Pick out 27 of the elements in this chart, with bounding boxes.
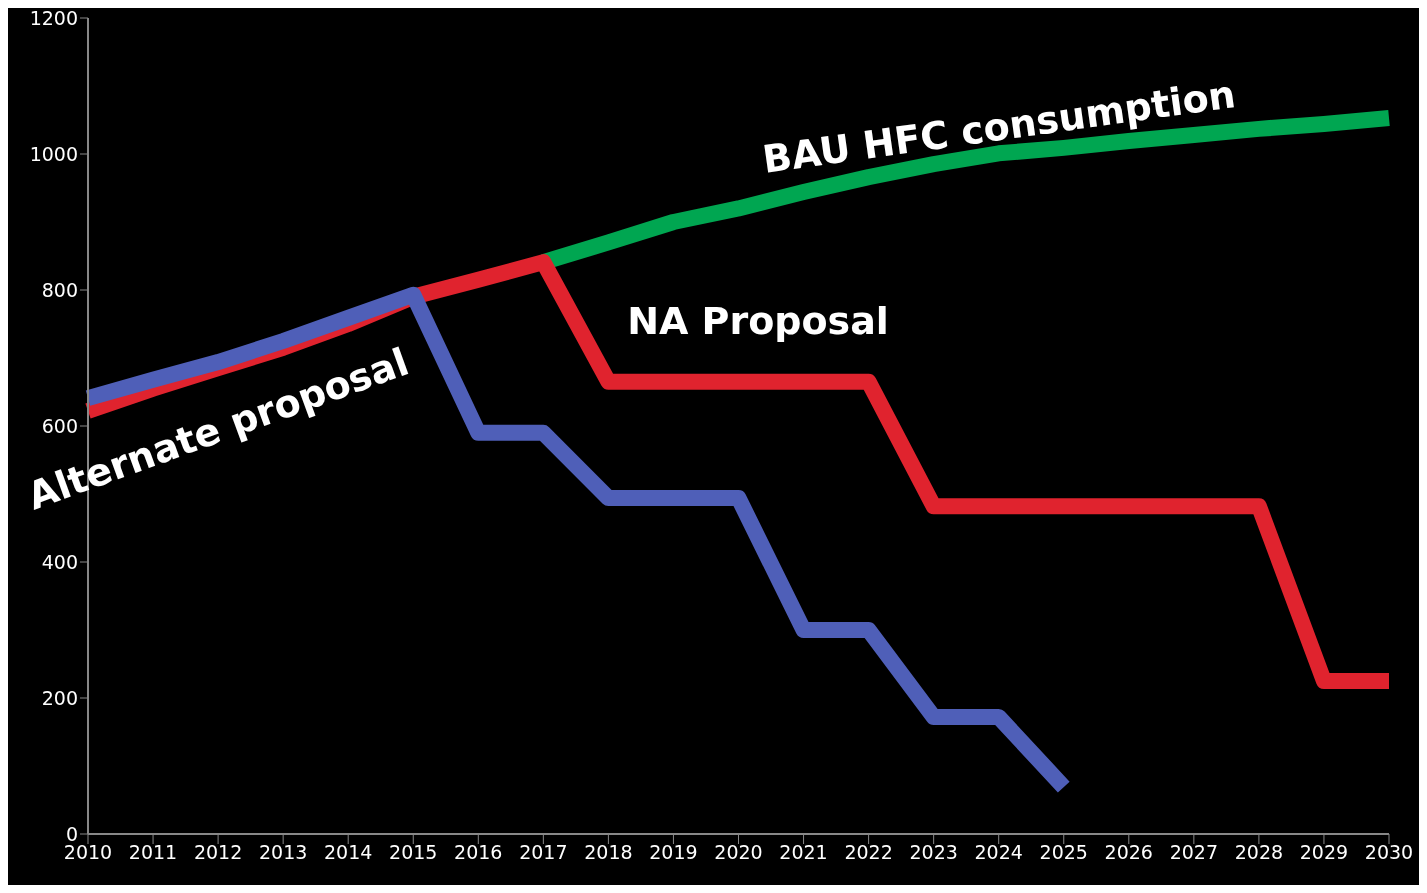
x-tick-label: 2023 — [909, 841, 958, 864]
x-tick-label: 2019 — [649, 841, 698, 864]
x-tick-label: 2012 — [193, 841, 243, 864]
y-tick-label: 800 — [41, 278, 78, 301]
x-tick-label: 2018 — [584, 841, 633, 864]
series-label: NA Proposal — [627, 298, 889, 343]
x-tick-label: 2014 — [324, 841, 373, 864]
x-tick-label: 2015 — [389, 841, 438, 864]
y-tick-label: 1200 — [29, 6, 78, 29]
y-tick-label: 1000 — [29, 142, 78, 165]
x-tick-label: 2030 — [1364, 841, 1414, 864]
x-tick-label: 2017 — [519, 841, 568, 864]
x-tick-label: 2024 — [974, 841, 1023, 864]
text: BAU HFC consumption — [759, 71, 1238, 182]
x-tick-label: 2029 — [1299, 841, 1349, 864]
x-tick-label: 2021 — [779, 841, 828, 864]
x-tick-label: 2025 — [1039, 841, 1088, 864]
x-tick-label: 2026 — [1104, 841, 1153, 864]
x-tick-label: 2016 — [454, 841, 503, 864]
x-tick-label: 2020 — [714, 841, 763, 864]
x-tick-label: 2027 — [1169, 841, 1219, 864]
y-tick-label: 200 — [41, 686, 78, 709]
x-tick-label: 2022 — [844, 841, 893, 864]
x-tick-label: 2028 — [1234, 841, 1284, 864]
y-tick-label: 400 — [41, 550, 78, 573]
x-tick-label: 2011 — [128, 841, 178, 864]
x-tick-label: 2013 — [258, 841, 308, 864]
